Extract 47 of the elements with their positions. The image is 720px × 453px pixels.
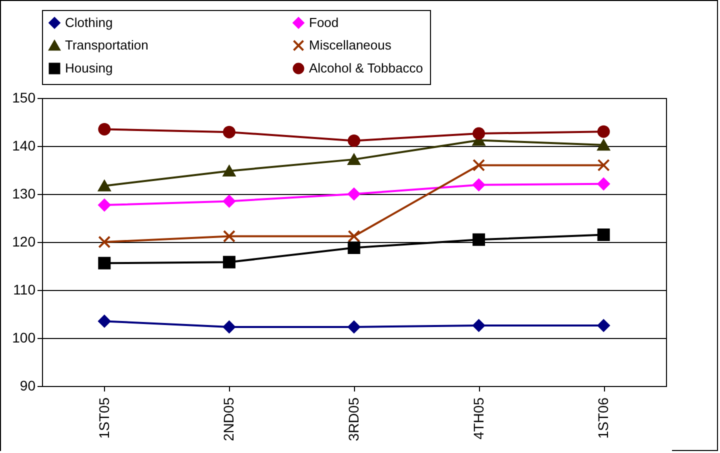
- point: [472, 158, 486, 172]
- point: [597, 125, 610, 138]
- y-tick-label: 130: [12, 186, 36, 202]
- point: [222, 194, 236, 208]
- point: [98, 198, 111, 212]
- x-tick-label: 1ST05: [96, 397, 112, 439]
- point: [222, 126, 236, 138]
- point: [222, 256, 236, 268]
- y-tick-label: 100: [12, 330, 36, 346]
- point: [222, 165, 236, 176]
- legend-label: Alcohol & Tobbacco: [309, 60, 423, 76]
- point: [348, 154, 360, 165]
- x-tick-label: 3RD05: [346, 397, 362, 442]
- y-tick-label: 110: [13, 282, 36, 298]
- point: [348, 242, 360, 254]
- point: [597, 158, 610, 172]
- legend-label: Clothing: [65, 14, 113, 30]
- point: [597, 228, 610, 242]
- x-tick-label: 4TH05: [470, 397, 486, 440]
- point: [98, 314, 111, 328]
- point: [348, 320, 360, 334]
- y-tick-label: 150: [12, 90, 36, 106]
- y-tick-label: 120: [12, 234, 36, 250]
- point: [597, 178, 610, 190]
- point: [348, 134, 360, 147]
- point: [348, 230, 360, 242]
- legend-label: Transportation: [65, 38, 148, 52]
- point: [98, 122, 111, 136]
- point: [222, 320, 236, 334]
- legend-label: Food: [309, 14, 339, 30]
- point: [98, 256, 111, 270]
- point: [472, 127, 486, 140]
- point: [348, 188, 360, 200]
- legend-label: Housing: [65, 60, 113, 76]
- y-tick-label: 140: [12, 138, 36, 154]
- x-tick-label: 1ST06: [595, 397, 612, 439]
- point: [472, 319, 486, 332]
- point: [222, 230, 236, 242]
- point: [98, 180, 111, 192]
- point: [98, 236, 111, 248]
- point: [472, 178, 486, 192]
- legend-label: Miscellaneous: [309, 38, 392, 52]
- x-tick-label: 2ND05: [220, 397, 237, 442]
- point: [597, 319, 610, 332]
- point: [597, 140, 610, 151]
- y-tick-label: 90: [20, 378, 36, 394]
- point: [472, 233, 486, 246]
